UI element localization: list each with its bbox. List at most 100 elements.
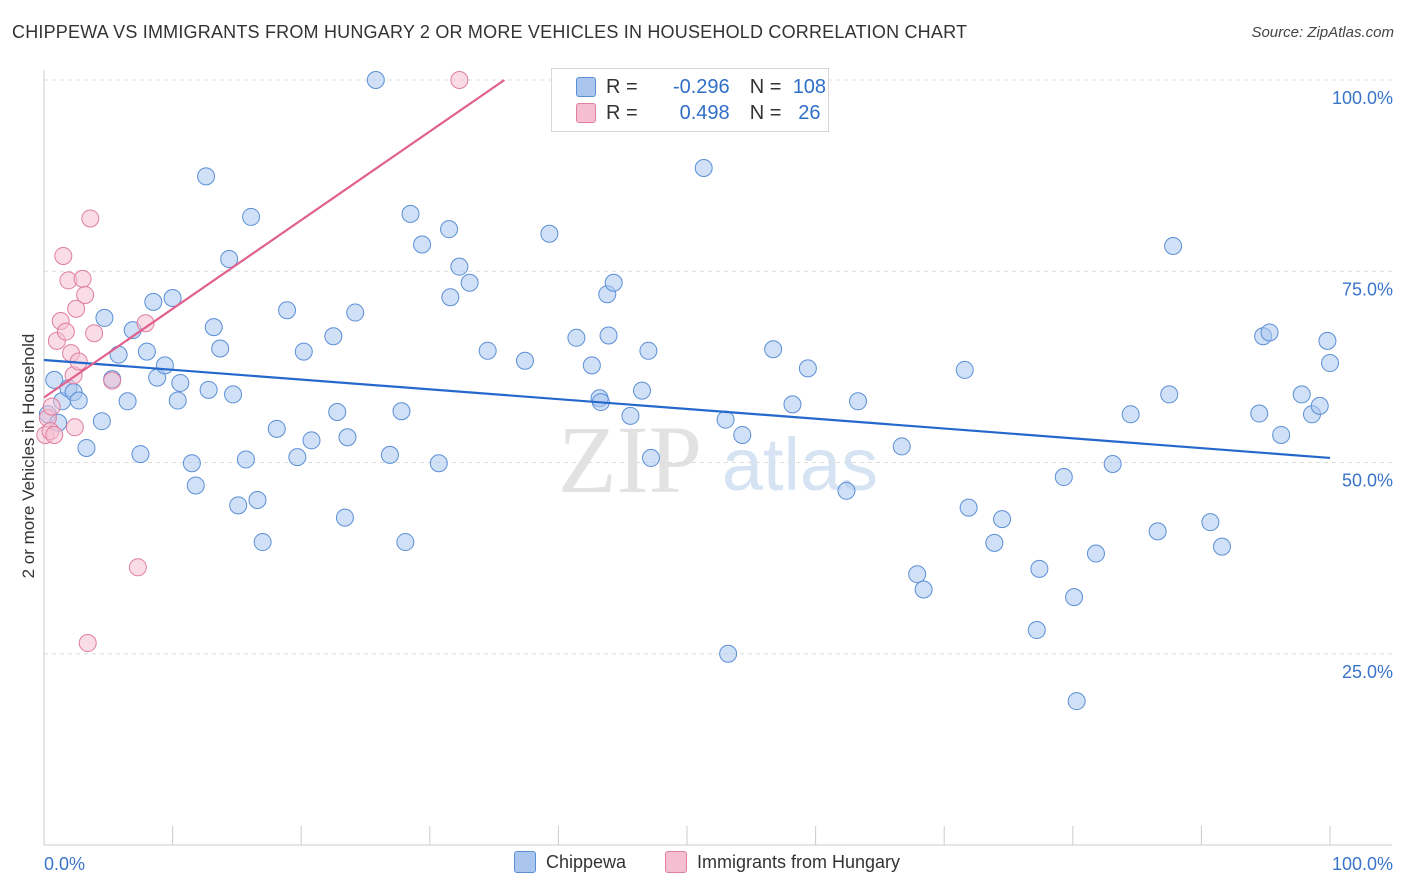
legend-row-chippewa: R = -0.296 N = 108 bbox=[576, 75, 837, 99]
chippewa-legend-swatch bbox=[514, 851, 536, 873]
chippewa-point bbox=[1250, 404, 1269, 423]
chippewa-point bbox=[118, 392, 137, 411]
hungary-point bbox=[67, 299, 86, 318]
chippewa-point bbox=[604, 273, 623, 292]
chippewa-point bbox=[131, 445, 150, 464]
chippewa-point bbox=[168, 391, 187, 410]
chippewa-point bbox=[155, 356, 174, 375]
chippewa-point bbox=[302, 431, 321, 450]
chippewa-point bbox=[294, 342, 313, 361]
chippewa-point bbox=[335, 508, 354, 527]
chippewa-point bbox=[288, 448, 307, 467]
chippewa-point bbox=[540, 224, 559, 243]
chippewa-point bbox=[959, 498, 978, 517]
hungary-point bbox=[78, 634, 97, 653]
hungary-point bbox=[136, 314, 155, 333]
chippewa-point bbox=[224, 385, 243, 404]
chippewa-point bbox=[171, 373, 190, 392]
chippewa-point bbox=[1160, 385, 1179, 404]
chippewa-point bbox=[632, 381, 651, 400]
hungary-point bbox=[42, 397, 61, 416]
chippewa-point bbox=[278, 301, 297, 320]
legend-item-hungary[interactable]: Immigrants from Hungary bbox=[665, 851, 900, 873]
series-legend: Chippewa Immigrants from Hungary bbox=[0, 851, 1406, 877]
chippewa-point bbox=[392, 402, 411, 421]
chippewa-point bbox=[1272, 425, 1291, 444]
y-tick-label: 100.0% bbox=[1332, 88, 1393, 108]
chippewa-point bbox=[764, 340, 783, 359]
chippewa-point bbox=[186, 476, 205, 495]
x-tick-label: 100.0% bbox=[1332, 854, 1393, 874]
chippewa-point bbox=[401, 204, 420, 223]
chippewa-point bbox=[396, 533, 415, 552]
source-label: Source: ZipAtlas.com bbox=[1251, 24, 1394, 41]
chippewa-point bbox=[478, 341, 497, 360]
chippewa-point bbox=[567, 328, 586, 347]
chippewa-point bbox=[440, 220, 459, 239]
chippewa-point bbox=[137, 342, 156, 361]
chippewa-point bbox=[441, 288, 460, 307]
chippewa-point bbox=[1030, 559, 1049, 578]
legend-row-hungary: R = 0.498 N = 26 bbox=[576, 101, 837, 125]
chippewa-point bbox=[182, 454, 201, 473]
chippewa-point bbox=[380, 445, 399, 464]
chippewa-point bbox=[908, 565, 927, 584]
chippewa-point bbox=[346, 303, 365, 322]
n-label: N = bbox=[749, 75, 782, 98]
y-tick-label: 75.0% bbox=[1342, 279, 1393, 299]
chippewa-point bbox=[1054, 468, 1073, 487]
chippewa-point bbox=[95, 308, 114, 327]
chippewa-point bbox=[1103, 455, 1122, 474]
correlation-legend: R = -0.296 N = 108 R = 0.498 N = 26 bbox=[551, 68, 829, 132]
chippewa-point bbox=[92, 412, 111, 431]
chippewa-point bbox=[324, 327, 343, 346]
chippewa-point bbox=[220, 250, 239, 269]
chippewa-point bbox=[599, 326, 618, 345]
hungary-point bbox=[45, 425, 64, 444]
chippewa-point bbox=[69, 391, 88, 410]
chippewa-legend-label: Chippewa bbox=[546, 851, 627, 872]
hungary-swatch bbox=[576, 103, 596, 123]
chippewa-point bbox=[837, 481, 856, 500]
chippewa-point bbox=[77, 438, 96, 457]
r-label: R = bbox=[606, 101, 638, 124]
chippewa-point bbox=[229, 496, 248, 515]
chippewa-point bbox=[1212, 537, 1231, 556]
chippewa-point bbox=[892, 437, 911, 456]
chippewa-point bbox=[1310, 396, 1329, 415]
chippewa-point bbox=[783, 395, 802, 414]
hungary-point bbox=[103, 371, 122, 390]
chippewa-point bbox=[248, 490, 267, 509]
chippewa-point bbox=[236, 450, 255, 469]
chippewa-point bbox=[1201, 513, 1220, 532]
hungary-n-value: 26 bbox=[798, 101, 821, 124]
chippewa-point bbox=[163, 289, 182, 308]
chippewa-point bbox=[429, 454, 448, 473]
hungary-legend-swatch bbox=[665, 851, 687, 873]
chippewa-point bbox=[621, 406, 640, 425]
chippewa-point bbox=[267, 419, 286, 438]
n-label: N = bbox=[749, 101, 782, 124]
chippewa-point bbox=[1292, 385, 1311, 404]
chippewa-point bbox=[1121, 405, 1140, 424]
chippewa-point bbox=[109, 345, 128, 364]
chippewa-point bbox=[144, 292, 163, 311]
chippewa-point bbox=[849, 392, 868, 411]
chippewa-point bbox=[582, 356, 601, 375]
chippewa-point bbox=[199, 380, 218, 399]
hungary-legend-label: Immigrants from Hungary bbox=[697, 851, 901, 872]
chippewa-point bbox=[914, 580, 933, 599]
chippewa-point bbox=[639, 341, 658, 360]
hungary-trend-line bbox=[43, 79, 506, 399]
hungary-point bbox=[65, 418, 84, 437]
chippewa-point bbox=[733, 425, 752, 444]
chippewa-point bbox=[1086, 544, 1105, 563]
chippewa-point bbox=[366, 71, 385, 89]
chippewa-point bbox=[197, 167, 216, 186]
chippewa-point bbox=[450, 257, 469, 276]
hungary-point bbox=[450, 71, 469, 89]
chippewa-point bbox=[641, 448, 660, 467]
y-tick-label: 50.0% bbox=[1342, 471, 1393, 491]
legend-item-chippewa[interactable]: Chippewa bbox=[514, 851, 626, 873]
